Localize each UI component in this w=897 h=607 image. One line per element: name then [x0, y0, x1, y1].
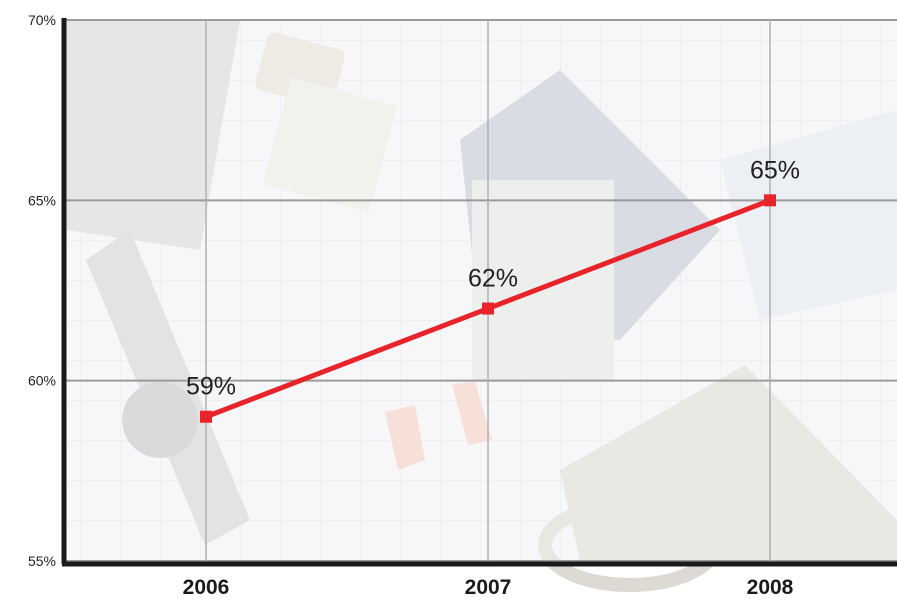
data-labels: 59% 62% 65% — [186, 156, 800, 400]
level-bubble — [122, 382, 198, 458]
x-axis-ticks: 2006 2007 2008 — [183, 576, 794, 599]
paint-brush-bristles — [262, 77, 398, 213]
x-tick-label: 2008 — [747, 576, 794, 599]
data-point-marker — [482, 302, 494, 315]
series-line — [200, 194, 776, 423]
y-tick-label: 55% — [28, 553, 56, 569]
y-tick-label: 65% — [28, 192, 56, 208]
x-tick-label: 2007 — [465, 576, 512, 599]
y-tick-label: 70% — [28, 12, 56, 28]
data-label: 62% — [468, 265, 518, 293]
data-point-marker — [764, 194, 776, 207]
wire-nut-1 — [385, 405, 425, 470]
saw-blade-shape — [66, 20, 240, 250]
y-axis-ticks: 55% 60% 65% 70% — [28, 12, 56, 569]
background-photo — [66, 20, 897, 592]
data-label: 65% — [750, 156, 800, 184]
axes — [61, 18, 897, 567]
data-point-marker — [200, 410, 212, 423]
x-tick-label: 2006 — [183, 576, 230, 599]
fabric-swatch-light — [472, 180, 614, 380]
paint-chips — [720, 110, 897, 320]
grid — [66, 19, 897, 562]
data-label: 59% — [186, 373, 236, 401]
tape-roll — [538, 498, 722, 592]
wire-nut-2 — [452, 382, 492, 445]
y-tick-label: 60% — [28, 373, 56, 389]
